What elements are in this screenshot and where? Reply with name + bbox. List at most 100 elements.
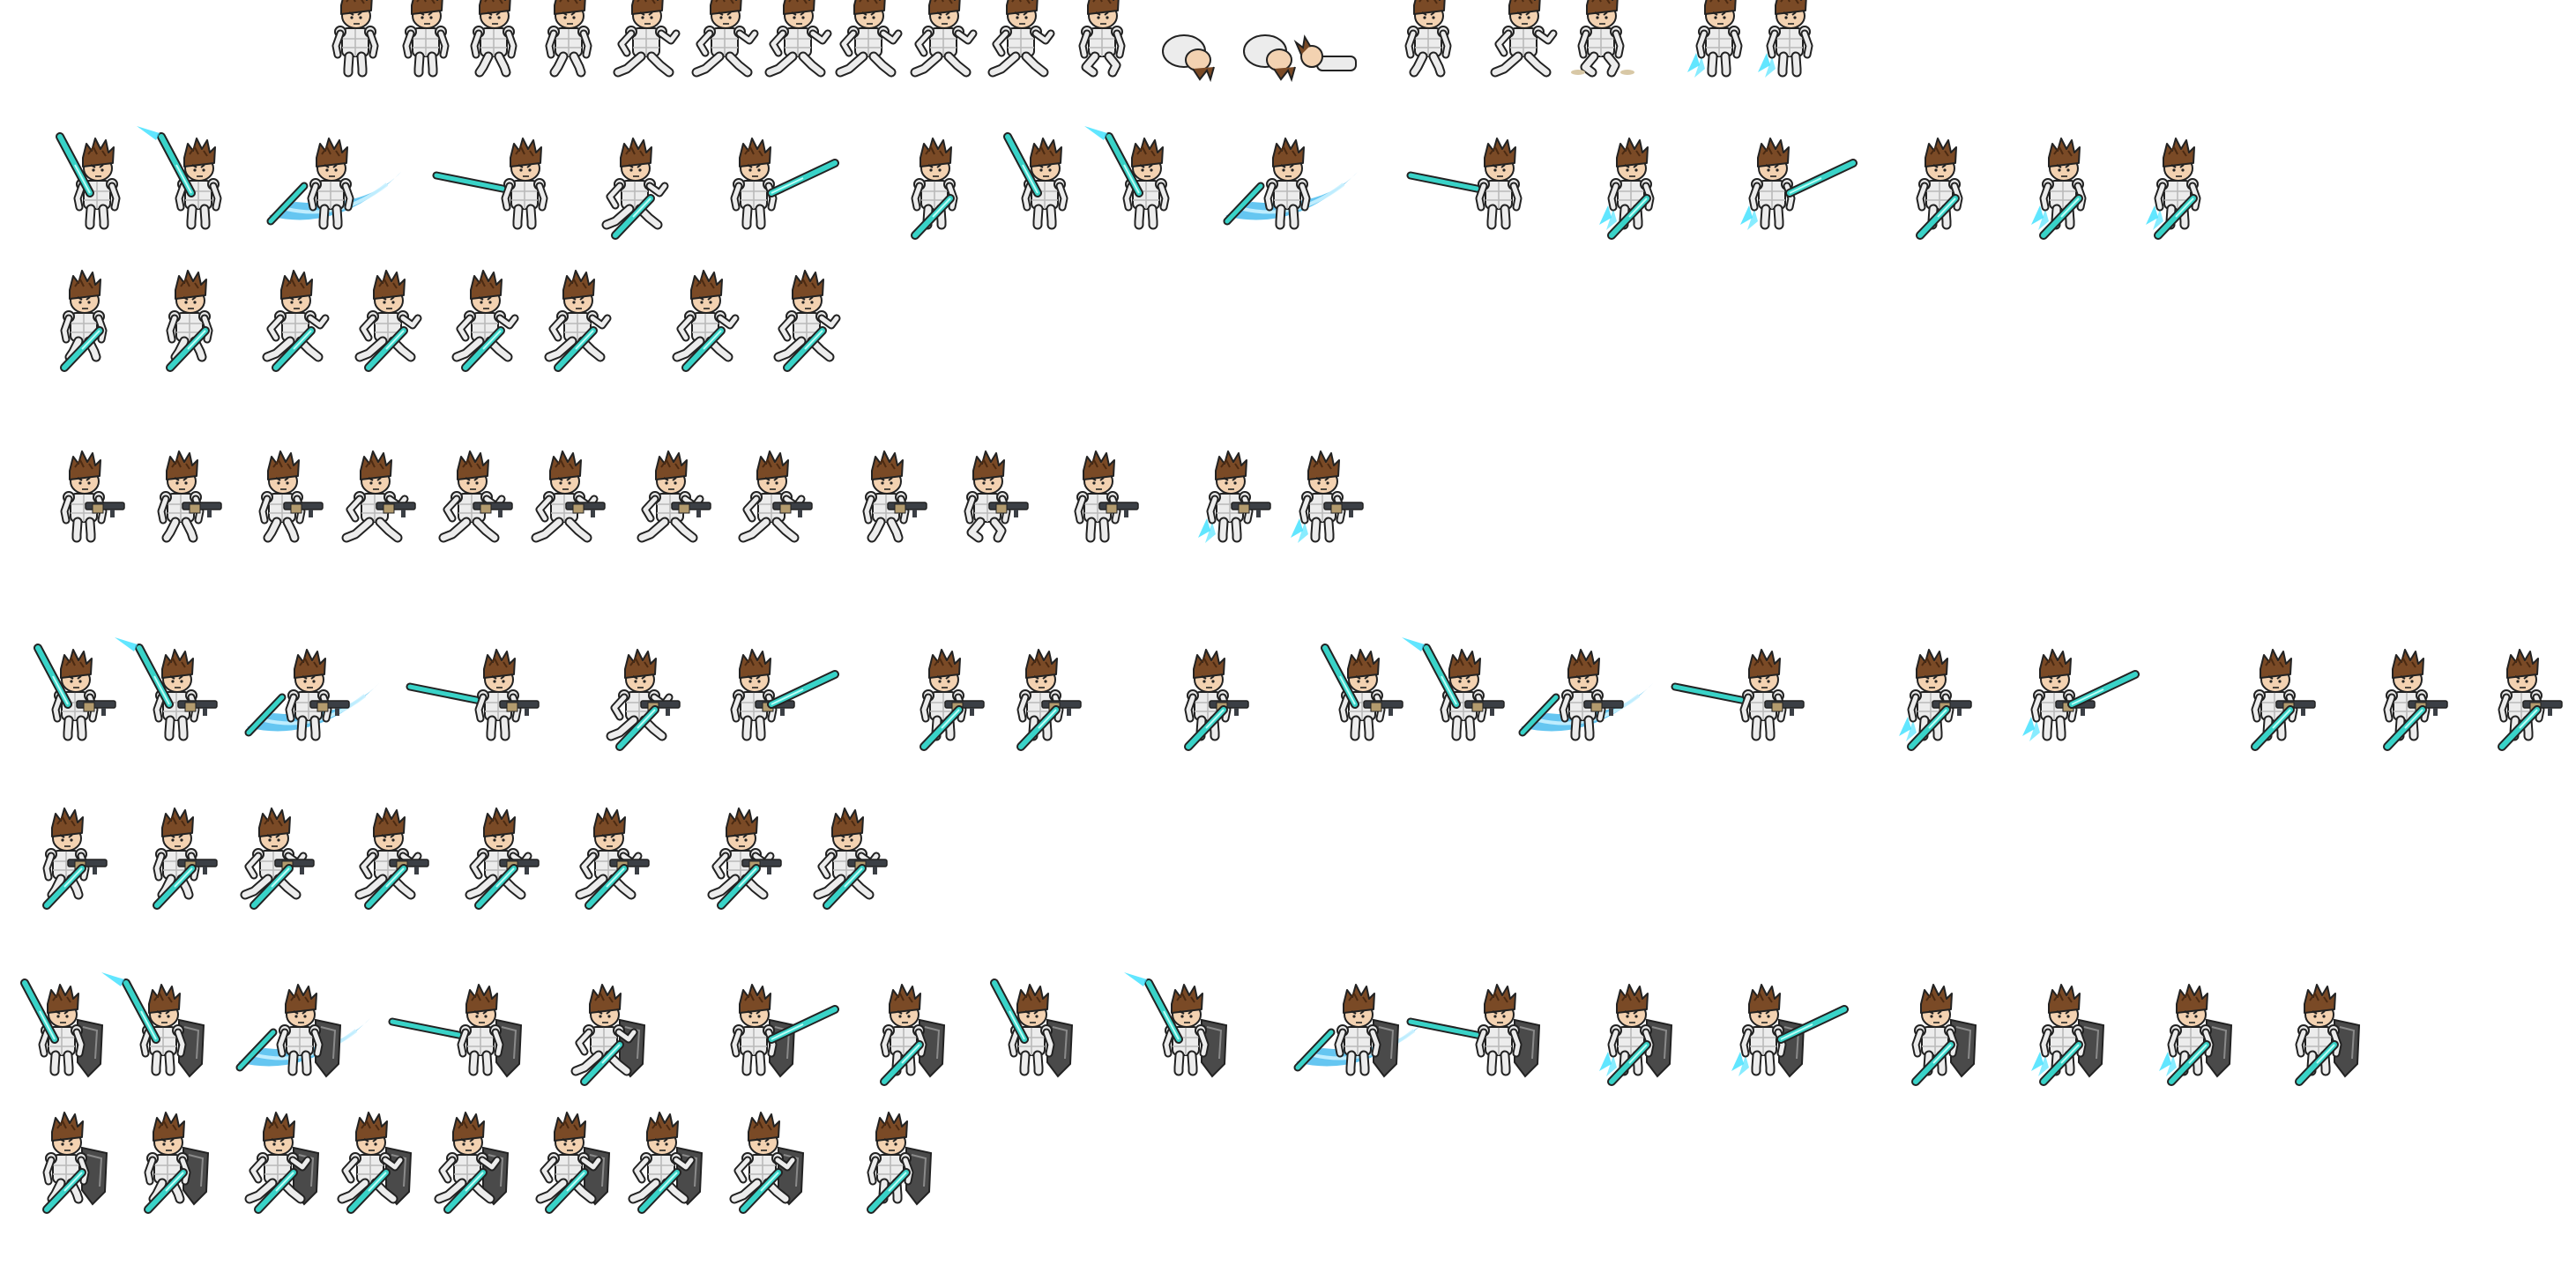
sprite-unarmed-actions-15-run <box>1490 0 1558 78</box>
sprite-unarmed-actions-2-walk <box>470 0 517 78</box>
sprite-sword-rifle-attacks-7-sr-aim <box>1016 649 1082 751</box>
sprite-unarmed-actions-13-knocked-down <box>1293 34 1357 71</box>
sprite-unarmed-actions-9-run <box>987 0 1055 78</box>
sprite-sword-rifle-attacks-8-sr-stand <box>1184 649 1249 751</box>
sprite-rifle-actions-12-rifle-jet <box>1291 450 1364 543</box>
sprite-unarmed-actions-11-tumble <box>1162 34 1215 83</box>
sprite-sword-rifle-attacks-9-sr-raise <box>1321 644 1403 741</box>
sprite-sword-rifle-attacks-0-sr-raise <box>34 644 116 741</box>
sprite-sword-rifle-attacks-14-sr-thrust-jet <box>2022 649 2140 741</box>
sprite-sword-shield-movement-6-ss-run <box>628 1112 704 1214</box>
sprite-sword-movement-3-sword-run <box>354 270 422 372</box>
sprite-sword-shield-movement-1-ss-walk <box>144 1112 210 1214</box>
sprite-sword-rifle-movement-5-sr-run <box>575 807 650 910</box>
sprite-sword-attacks-14-sword-jet-stand <box>2031 138 2087 240</box>
sprite-sword-rifle-movement-7-sr-run <box>813 807 888 910</box>
sprite-sword-attacks-4-sword-run <box>601 138 669 240</box>
sprite-rifle-actions-8-rifle-walk <box>862 450 927 543</box>
sprite-sword-attacks-9-slash-wave <box>1223 138 1358 230</box>
sprite-sword-movement-5-sword-run <box>544 270 612 372</box>
sprite-unarmed-actions-12-tumble <box>1243 34 1296 83</box>
sprite-rifle-actions-2-rifle-walk <box>258 450 324 543</box>
sprite-rifle-actions-4-rifle-run <box>438 450 513 543</box>
sprite-unarmed-actions-3-walk <box>545 0 592 78</box>
sprite-sword-shield-attacks-16-ss-guard <box>2295 984 2361 1086</box>
sprite-sword-attacks-6-sword-stand <box>911 138 958 240</box>
sprite-sword-rifle-attacks-6-sr-stand <box>919 649 985 751</box>
sprite-sword-attacks-3-thrust-left <box>432 138 548 230</box>
sprite-sword-shield-attacks-9-ss-slash-wave <box>1293 984 1428 1078</box>
sprite-sword-rifle-attacks-15-sr-aim <box>2251 649 2316 751</box>
sprite-sword-movement-7-sword-run <box>773 270 841 372</box>
sprite-sword-shield-attacks-12-ss-thrust-jet <box>1731 984 1849 1078</box>
sprite-sword-shield-attacks-3-ss-thrust-left <box>388 984 523 1078</box>
sprite-sword-attacks-0-sword-raise <box>56 132 121 230</box>
sprite-sword-shield-movement-8-ss-guard <box>867 1112 933 1214</box>
sprite-sword-attacks-12-sword-thrust-jet <box>1740 138 1858 230</box>
sprite-sword-rifle-attacks-3-sr-thrust-left <box>406 649 540 741</box>
sprite-unarmed-actions-18-jet-up <box>1758 0 1813 78</box>
sprite-sword-rifle-movement-4-sr-run <box>465 807 540 910</box>
sprite-sword-attacks-8-sword-raise-glow <box>1084 126 1170 230</box>
sprite-sword-movement-2-sword-run <box>262 270 330 372</box>
sprite-sword-shield-movement-4-ss-run <box>434 1112 510 1214</box>
sprite-rifle-actions-11-rifle-jet <box>1198 450 1271 543</box>
sprite-rifle-actions-0-rifle-stand <box>60 450 125 543</box>
sprite-sword-rifle-attacks-1-sr-raise-glow <box>115 637 218 741</box>
sprite-sword-attacks-5-thrust-right <box>730 138 839 230</box>
sprite-sword-rifle-movement-0-sr-walk <box>42 807 108 910</box>
sprite-rifle-actions-3-rifle-run <box>341 450 416 543</box>
sprite-sword-rifle-attacks-4-sr-run <box>606 649 681 751</box>
sprite-unarmed-actions-4-run <box>613 0 681 78</box>
sprite-sword-shield-attacks-0-ss-raise <box>20 979 104 1078</box>
sprite-sword-shield-attacks-6-ss-stand <box>880 984 946 1086</box>
sprite-sword-movement-1-sword-walk <box>166 270 213 372</box>
sprite-sword-shield-movement-7-ss-run <box>729 1112 805 1214</box>
sprite-rifle-actions-10-rifle-aim <box>1074 450 1139 543</box>
sprite-sword-attacks-13-sword-stand <box>1916 138 1963 240</box>
sprite-sword-rifle-attacks-11-sr-slash-wave <box>1518 649 1653 741</box>
sprite-unarmed-actions-14-walk <box>1404 0 1452 78</box>
sprite-sword-rifle-movement-6-sr-run <box>707 807 782 910</box>
sprite-rifle-actions-7-rifle-run <box>738 450 813 543</box>
sprite-sword-shield-movement-3-ss-run <box>337 1112 413 1214</box>
sprite-sword-movement-4-sword-run <box>451 270 519 372</box>
sprite-rifle-actions-9-rifle-crouch <box>964 450 1029 543</box>
sprite-sword-shield-attacks-7-ss-raise <box>990 979 1074 1078</box>
sprite-unarmed-actions-17-jet-up <box>1687 0 1743 78</box>
sprite-unarmed-actions-6-run <box>764 0 832 78</box>
sprite-sword-shield-attacks-13-ss-stand <box>1911 984 1977 1086</box>
sprite-sword-shield-attacks-2-ss-slash-wave <box>235 984 370 1078</box>
sprite-sword-shield-attacks-14-ss-jet-stand <box>2031 984 2105 1086</box>
sprite-sword-rifle-attacks-13-sr-jet <box>1899 649 1972 751</box>
sprite-sword-rifle-attacks-2-sr-slash-wave <box>244 649 379 741</box>
sprite-sword-shield-attacks-5-ss-thrust-right <box>730 984 839 1078</box>
sprite-unarmed-actions-1-stand-front <box>402 0 450 78</box>
sprite-sword-attacks-15-sword-jet-stand <box>2146 138 2201 240</box>
sprite-sword-attacks-10-thrust-left <box>1406 138 1523 230</box>
sprite-sword-attacks-1-sword-raise-glow <box>137 126 222 230</box>
sprite-sword-rifle-attacks-10-sr-raise-glow <box>1402 637 1505 741</box>
sprite-sword-shield-attacks-4-ss-run <box>570 984 646 1086</box>
sprite-sword-shield-attacks-10-ss-thrust-left <box>1406 984 1541 1078</box>
sprite-sword-rifle-movement-1-sr-walk <box>153 807 218 910</box>
sprite-sword-rifle-attacks-12-sr-thrust-left <box>1671 649 1805 741</box>
sprite-sword-attacks-7-sword-raise <box>1003 132 1068 230</box>
sprite-unarmed-actions-8-run <box>910 0 978 78</box>
sprite-sword-rifle-attacks-16-sr-stand <box>2383 649 2448 751</box>
sprite-sword-rifle-movement-2-sr-run <box>240 807 315 910</box>
sprite-rifle-actions-6-rifle-run <box>637 450 711 543</box>
sprite-sword-shield-movement-5-ss-run <box>535 1112 611 1214</box>
sprite-unarmed-actions-16-land-dust <box>1571 0 1634 78</box>
sprite-sword-movement-0-sword-walk <box>60 270 108 372</box>
sprite-sword-rifle-attacks-5-sr-thrust-right <box>730 649 839 741</box>
sprite-sword-shield-attacks-8-ss-raise-glow <box>1124 972 1228 1078</box>
sprite-rifle-actions-5-rifle-run <box>531 450 606 543</box>
sprite-sword-shield-attacks-15-ss-jet-stand <box>2159 984 2233 1086</box>
sprite-sword-shield-attacks-11-ss-jet <box>1599 984 1673 1086</box>
sprite-sword-shield-movement-2-ss-run <box>244 1112 320 1214</box>
sprite-unarmed-actions-7-run <box>835 0 903 78</box>
sprite-rifle-actions-1-rifle-walk <box>157 450 222 543</box>
sprite-unarmed-actions-10-crouch <box>1078 0 1126 78</box>
